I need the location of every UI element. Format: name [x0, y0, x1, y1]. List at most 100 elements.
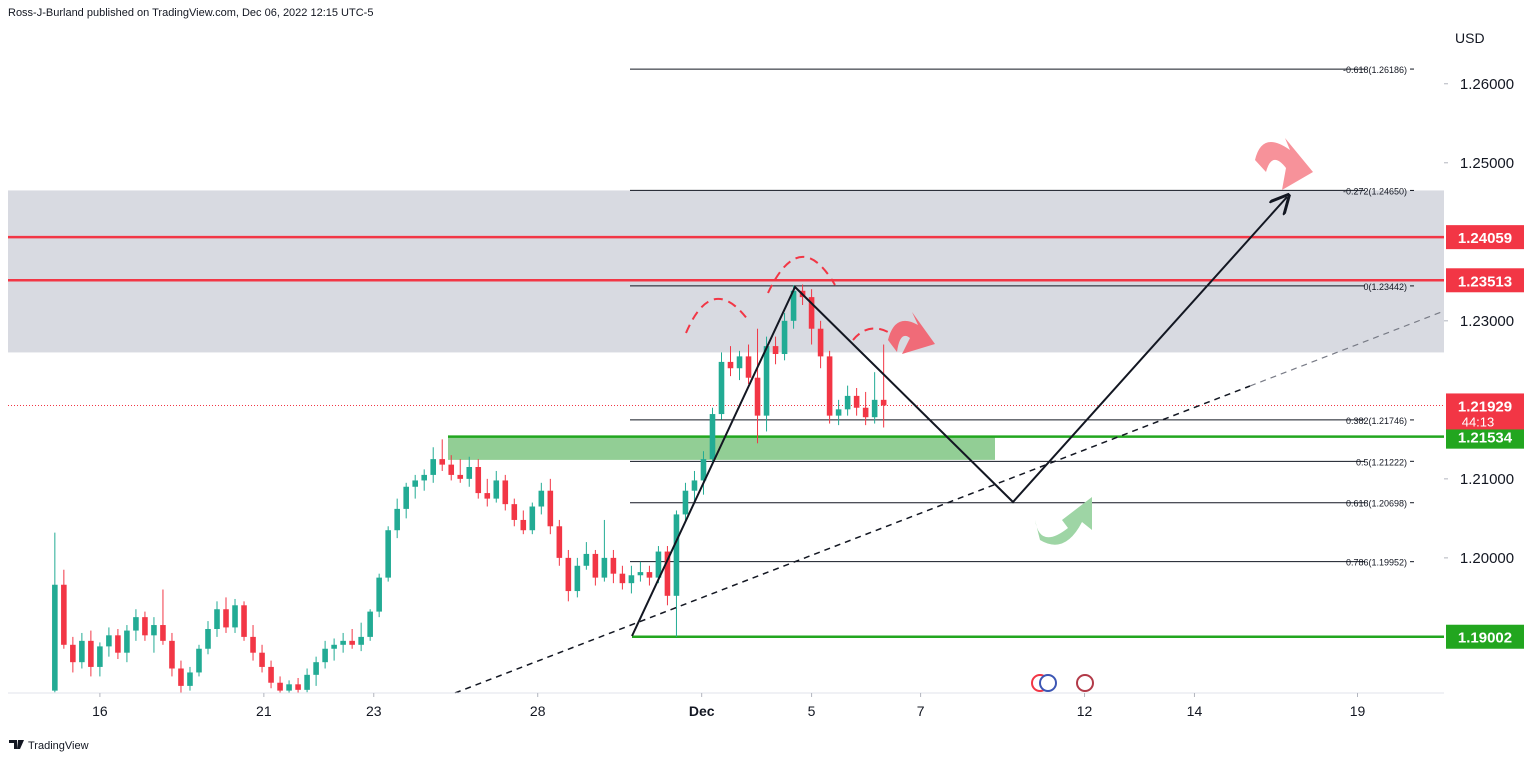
- fib-label: -0.618(1.26186): [1343, 65, 1407, 75]
- down-arrow-icon: [1255, 138, 1313, 190]
- candle-body: [61, 584, 67, 645]
- zones: [8, 190, 1444, 460]
- candle-body: [304, 674, 310, 690]
- candle-body: [349, 640, 355, 645]
- y-tick-label: 1.23000: [1460, 313, 1514, 330]
- fib-label: 0.5(1.21222): [1356, 457, 1407, 467]
- candle-body: [133, 617, 139, 631]
- y-tick-label: 1.20000: [1460, 550, 1514, 567]
- shoulder-arc: [852, 327, 889, 341]
- fib-label: 0.618(1.20698): [1346, 499, 1407, 509]
- candle-body: [547, 490, 554, 527]
- candle-body: [574, 565, 581, 592]
- trend-line: [454, 385, 1251, 694]
- candle-body: [871, 399, 878, 418]
- fib-label: -0.272(1.24650): [1343, 186, 1407, 196]
- candle-body: [520, 519, 527, 531]
- candle-body: [511, 504, 518, 520]
- candle-body: [772, 346, 779, 355]
- up-arrow-icon: [1035, 497, 1092, 545]
- price-badge: [1446, 268, 1524, 293]
- candle-body: [151, 625, 157, 636]
- event-icon[interactable]: [1076, 674, 1094, 692]
- candle-body: [529, 506, 536, 531]
- x-tick-label: 16: [92, 703, 108, 719]
- candle-body: [664, 551, 671, 596]
- candle-body: [493, 480, 500, 499]
- candle-body: [430, 459, 437, 475]
- x-tick-label: 23: [366, 703, 382, 719]
- candle-body: [214, 609, 220, 629]
- candle-body: [376, 577, 382, 612]
- candle-body: [421, 474, 427, 481]
- x-tick-label: 28: [530, 703, 546, 719]
- candle-body: [808, 297, 815, 329]
- candle-body: [502, 480, 509, 505]
- candle-body: [160, 625, 166, 641]
- x-tick-label: 14: [1187, 703, 1203, 719]
- y-tick-label: 1.26000: [1460, 76, 1514, 93]
- candle-body: [448, 464, 455, 475]
- price-badge-label: 1.23513: [1458, 273, 1512, 290]
- x-tick-label: 7: [917, 703, 925, 719]
- projection-path: [631, 197, 1287, 637]
- candle-body: [88, 640, 94, 667]
- candle-body: [70, 644, 76, 663]
- candle-body: [439, 459, 446, 465]
- candle-body: [277, 682, 283, 691]
- candle-body: [673, 514, 680, 596]
- price-badge-label: 1.21534: [1458, 430, 1513, 447]
- candle-body: [475, 467, 482, 494]
- candle-body: [691, 480, 698, 491]
- candle-body: [826, 356, 833, 416]
- candle-body: [295, 684, 301, 690]
- x-tick-label: Dec: [689, 703, 715, 719]
- candle-body: [142, 617, 148, 636]
- candle-body: [115, 635, 121, 653]
- footer-brand: TradingView: [28, 740, 89, 752]
- candle-body: [736, 356, 743, 369]
- price-badge: [1446, 624, 1524, 649]
- candle-body: [286, 684, 292, 691]
- fib-label: 0.382(1.21746): [1346, 416, 1407, 426]
- candle-body: [709, 414, 716, 460]
- candle-body: [880, 399, 887, 406]
- candle-body: [394, 508, 400, 531]
- candle-body: [763, 346, 770, 416]
- candle-body: [646, 572, 653, 578]
- candle-body: [484, 493, 491, 499]
- candle-body: [628, 575, 635, 584]
- candle-body: [241, 605, 247, 637]
- event-icon[interactable]: [1039, 674, 1057, 692]
- trend-line-extension: [1249, 310, 1445, 387]
- zone: [8, 190, 1444, 353]
- axes: 1.26000 1.25000 1.23000 1.21000 1.20000 16 21 2…: [92, 76, 1524, 719]
- candle-body: [565, 557, 572, 592]
- candle-body: [592, 553, 599, 578]
- candle-body: [97, 646, 103, 667]
- candle-body: [862, 407, 869, 418]
- candle-body: [700, 459, 707, 481]
- candle-body: [187, 672, 193, 686]
- candle-body: [322, 648, 328, 663]
- candle-body: [385, 530, 391, 578]
- candle-body: [358, 636, 364, 645]
- fib-label: 0.786(1.19952): [1346, 558, 1407, 568]
- candle-body: [106, 635, 112, 647]
- candle-body: [610, 557, 617, 574]
- candle-body: [250, 636, 256, 653]
- x-tick-label: 19: [1350, 703, 1366, 719]
- candle-body: [178, 668, 184, 686]
- candles: [52, 284, 887, 693]
- currency-label: USD: [1455, 30, 1485, 46]
- candle-body: [169, 640, 175, 669]
- current-price-label: 1.21929: [1458, 398, 1512, 415]
- candle-body: [268, 666, 274, 683]
- candle-body: [313, 662, 319, 675]
- candle-body: [79, 640, 85, 663]
- candle-body: [412, 480, 418, 487]
- candle-body: [538, 490, 545, 507]
- candle-body: [718, 361, 725, 415]
- drawings: [454, 138, 1445, 694]
- price-badge-label: 1.19002: [1458, 630, 1512, 647]
